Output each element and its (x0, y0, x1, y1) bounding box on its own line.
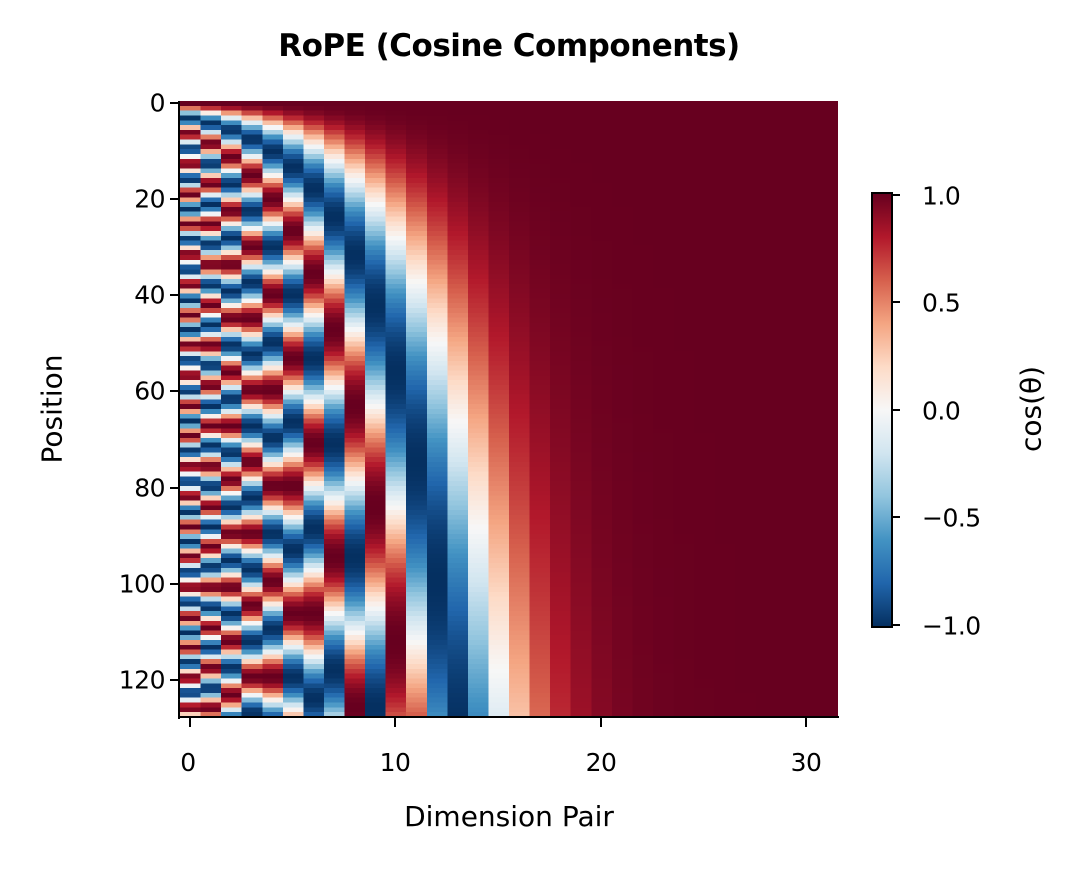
y-tick-label: 40 (134, 280, 165, 310)
colorbar-tick (891, 301, 900, 303)
y-tick-label: 80 (134, 473, 165, 503)
colorbar-tick-label: −0.5 (922, 503, 981, 533)
y-tick (170, 487, 179, 489)
y-tick (170, 102, 179, 104)
y-tick-label: 60 (134, 376, 165, 406)
colorbar-tick (891, 194, 900, 196)
x-axis-label: Dimension Pair (404, 800, 614, 833)
colorbar-label: cos(θ) (1014, 365, 1048, 453)
colorbar (871, 192, 893, 628)
colorbar-tick-label: 1.0 (922, 181, 961, 211)
x-tick-label: 30 (790, 748, 822, 777)
y-axis-line (178, 101, 180, 719)
colorbar-tick (891, 624, 900, 626)
y-tick (170, 390, 179, 392)
y-tick-label: 20 (134, 184, 165, 214)
x-tick-label: 0 (180, 748, 196, 777)
y-axis-label: Position (35, 354, 69, 464)
y-tick (170, 294, 179, 296)
x-tick (394, 718, 396, 727)
colorbar-tick-label: 0.5 (922, 288, 961, 318)
y-tick (170, 679, 179, 681)
y-tick-label: 0 (149, 88, 166, 118)
y-tick-label: 100 (118, 569, 166, 599)
y-tick (170, 198, 179, 200)
chart-title: RoPE (Cosine Components) (278, 28, 740, 64)
x-tick-label: 10 (379, 748, 411, 777)
colorbar-tick-label: 0.0 (922, 396, 961, 426)
y-tick (170, 583, 179, 585)
y-tick-label: 120 (118, 665, 166, 695)
heatmap-plot (180, 101, 838, 717)
x-tick (805, 718, 807, 727)
colorbar-tick (891, 409, 900, 411)
colorbar-tick-label: −1.0 (922, 611, 981, 641)
x-tick-label: 20 (585, 748, 617, 777)
x-tick (600, 718, 602, 727)
x-axis-line (178, 716, 839, 718)
colorbar-tick (891, 516, 900, 518)
x-tick (189, 718, 191, 727)
